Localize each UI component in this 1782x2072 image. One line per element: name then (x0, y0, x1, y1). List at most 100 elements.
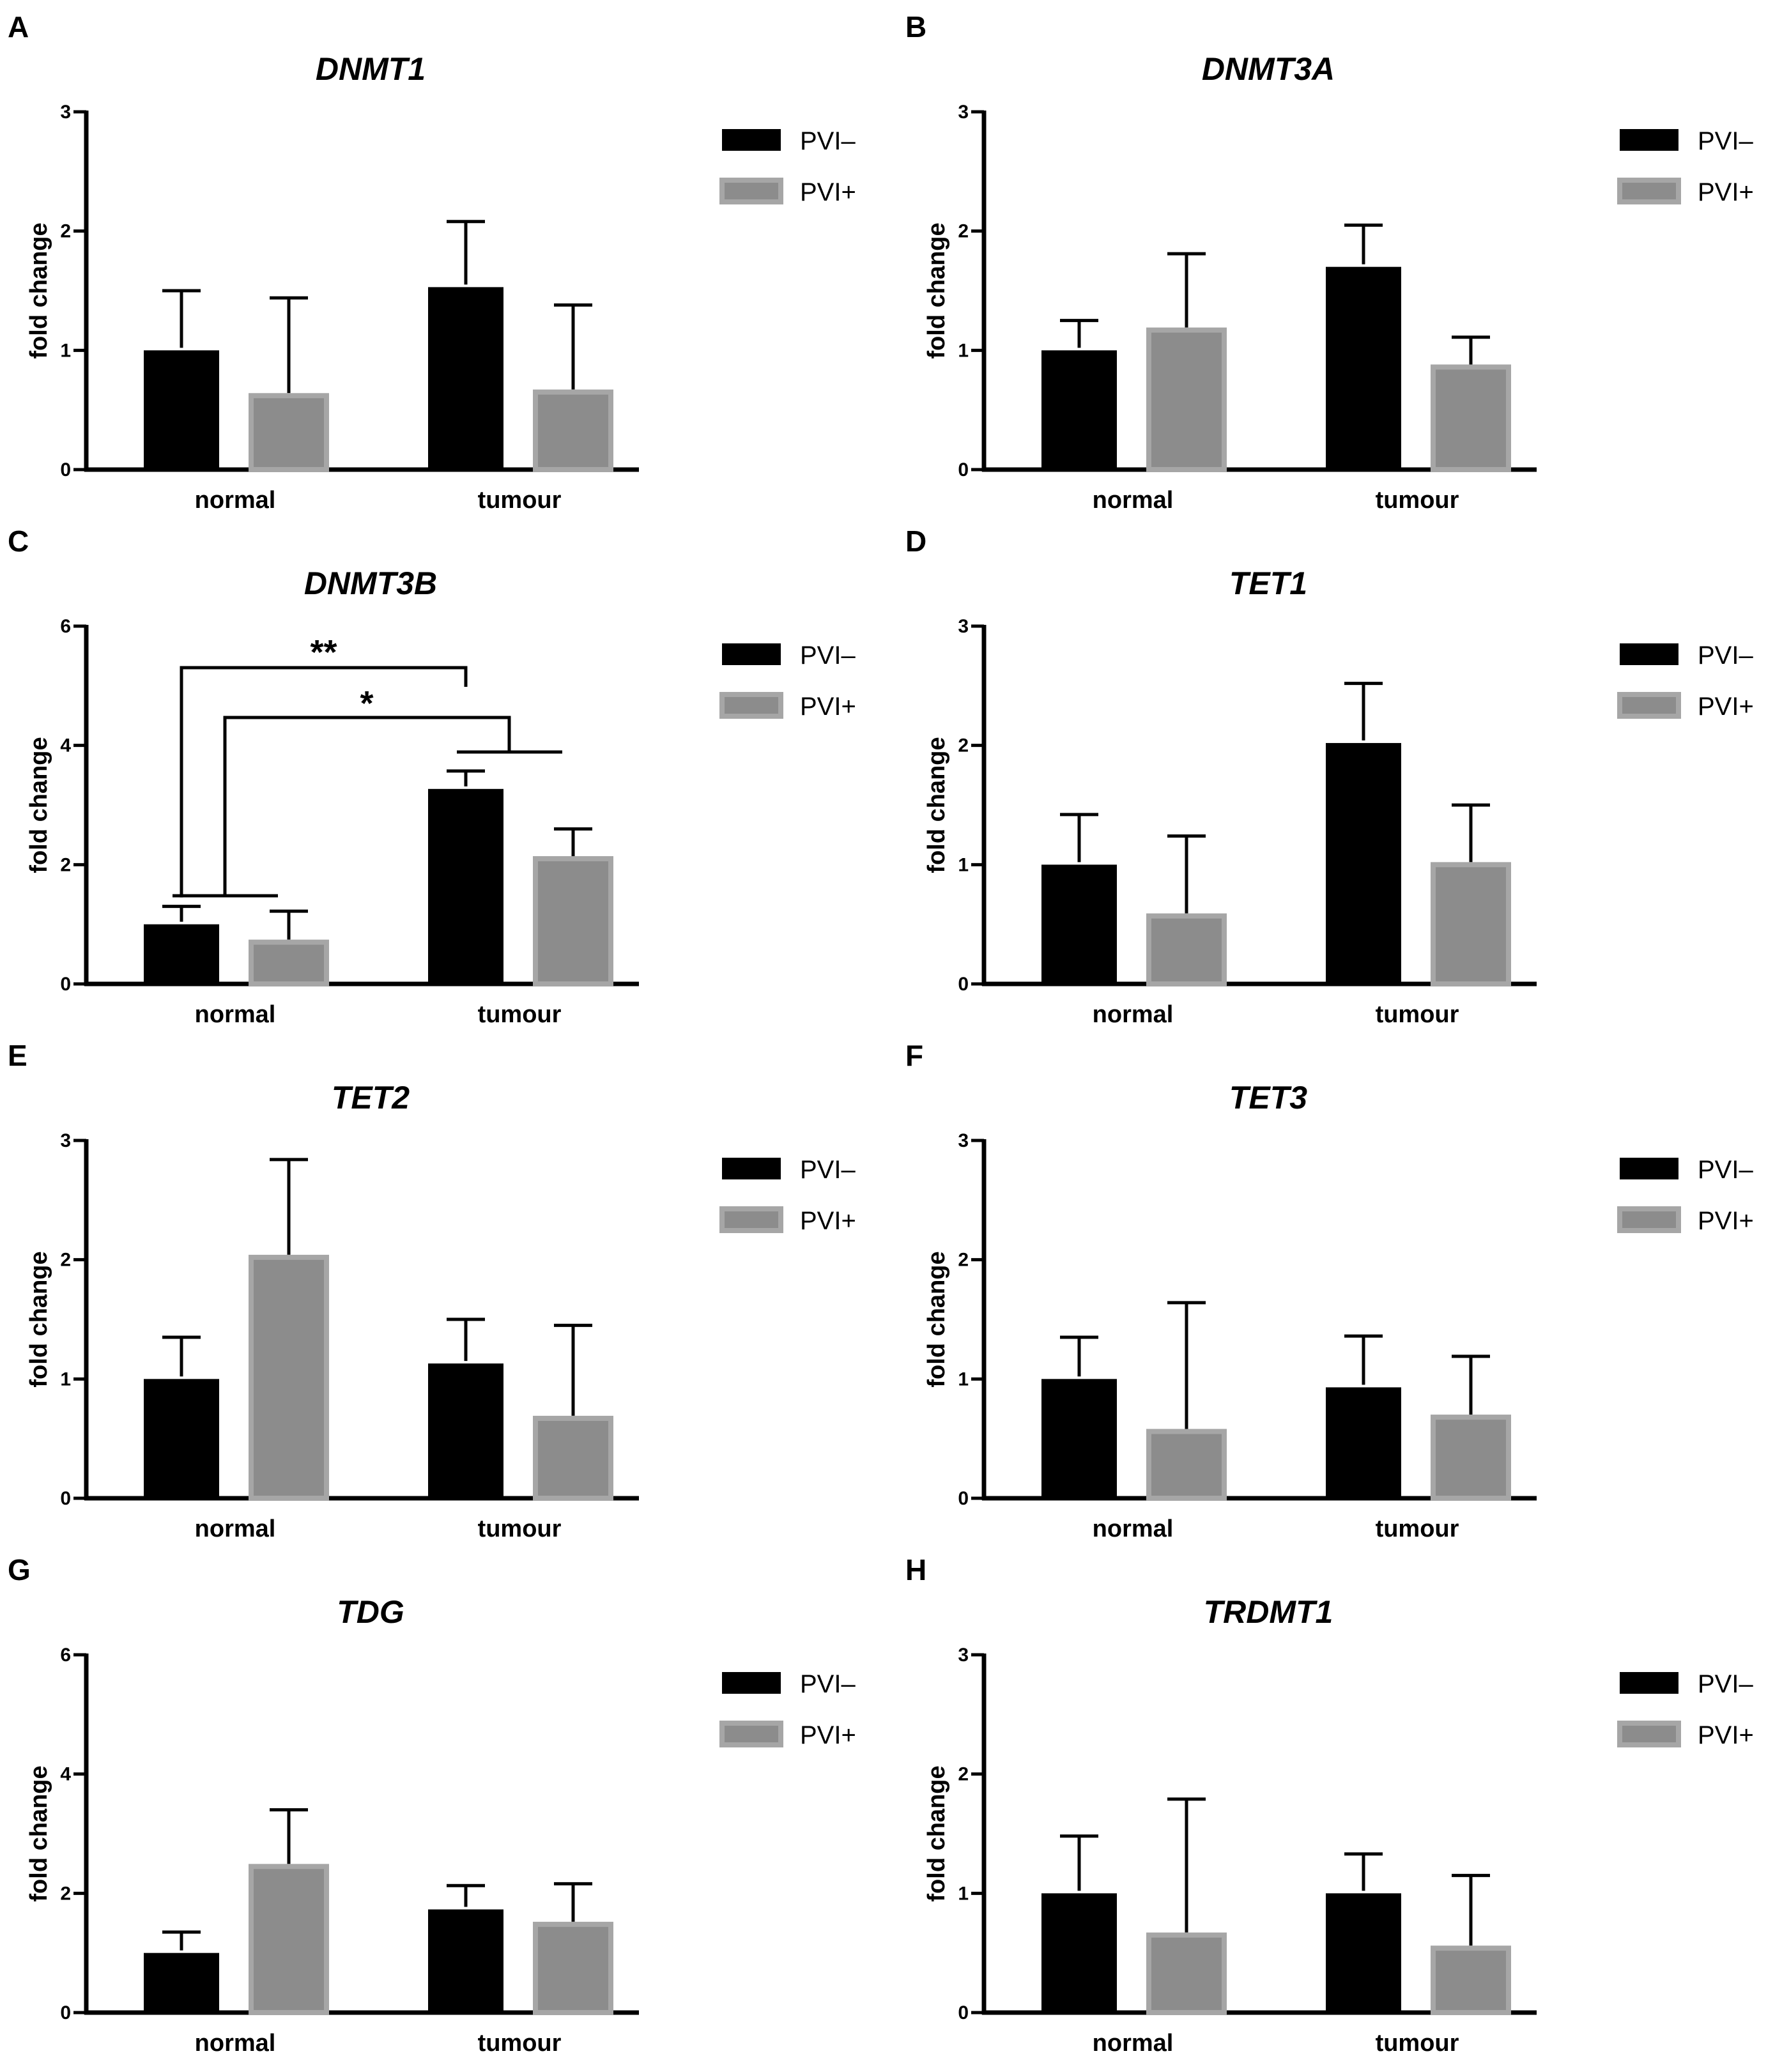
panel-b: B DNMT3A 0 1 2 3 fold change normal tumour PVI– PV… (898, 0, 1782, 514)
y-tick-label: 3 (958, 102, 969, 123)
legend-label: PVI– (1698, 641, 1753, 670)
category-label: tumour (1376, 2030, 1459, 2057)
y-tick-label: 2 (958, 735, 969, 756)
y-tick-label: 3 (958, 1130, 969, 1151)
chart-e: E TET2 0 1 2 3 fold change normal tumour PVI– PVI+ (8, 1039, 856, 1542)
y-tick-label: 0 (60, 1488, 71, 1509)
y-tick-label: 0 (60, 459, 71, 480)
bar-tumour-pvi-pos (1431, 862, 1511, 986)
y-tick-label: 2 (60, 1250, 71, 1271)
legend-swatch (722, 1158, 781, 1179)
y-tick-label: 0 (60, 2002, 71, 2023)
bar-normal-pvi-neg (1041, 1379, 1117, 1498)
chart-title: TET3 (1229, 1080, 1307, 1116)
y-tick-label: 2 (60, 221, 71, 242)
panel-f: F TET3 0 1 2 3 fold change normal tumour PVI– PVI+ (898, 1029, 1782, 1542)
category-label: tumour (478, 1001, 562, 1028)
bar-normal-pvi-neg (144, 924, 219, 984)
y-tick-label: 6 (60, 1645, 71, 1666)
bar-tumour-pvi-neg (1326, 742, 1401, 984)
chart-title: DNMT3B (304, 565, 437, 601)
bar-tumour-pvi-neg (428, 1363, 503, 1498)
bar-tumour-pvi-pos (1431, 364, 1511, 473)
legend-swatch (1617, 1721, 1681, 1747)
y-tick-label: 4 (60, 735, 71, 756)
category-label: normal (1093, 1516, 1174, 1542)
category-label: tumour (1376, 1516, 1459, 1542)
bar-normal-pvi-pos (249, 1864, 329, 2016)
y-tick-label: 0 (958, 459, 969, 480)
category-label: tumour (478, 2030, 562, 2057)
y-axis-label: fold change (26, 737, 52, 873)
bar-normal-pvi-neg (144, 350, 219, 470)
y-tick-label: 4 (60, 1764, 71, 1785)
y-tick-label: 3 (958, 1645, 969, 1666)
significance-label: ** (310, 633, 337, 671)
legend-label: PVI+ (1698, 1207, 1754, 1235)
chart-title: DNMT3A (1202, 51, 1335, 87)
bar-tumour-pvi-neg (428, 1909, 503, 2013)
legend-swatch (1620, 1672, 1678, 1694)
bar-tumour-pvi-pos (533, 1415, 613, 1501)
y-tick-label: 1 (958, 340, 969, 361)
y-tick-label: 1 (60, 340, 71, 361)
bar-normal-pvi-pos (1146, 327, 1227, 472)
legend-label: PVI– (800, 1156, 856, 1184)
legend-swatch (722, 129, 781, 151)
legend-swatch (722, 643, 781, 665)
y-tick-label: 2 (958, 221, 969, 242)
legend-swatch (719, 1721, 783, 1747)
panel-letter: A (8, 10, 29, 43)
bar-normal-pvi-neg (144, 1953, 219, 2013)
chart-b: B DNMT3A 0 1 2 3 fold change normal tumour PVI– PV… (905, 10, 1754, 514)
panel-letter: F (905, 1039, 923, 1072)
chart-g: G TDG 0 2 4 6 fold change normal tumour PVI– PVI+ (8, 1553, 856, 2057)
category-label: tumour (1376, 487, 1459, 514)
legend-swatch (1617, 1206, 1681, 1233)
category-label: tumour (478, 1516, 562, 1542)
y-tick-label: 3 (60, 102, 71, 123)
panel-letter: D (905, 525, 926, 558)
y-tick-label: 0 (60, 974, 71, 995)
category-label: normal (195, 1516, 276, 1542)
bar-normal-pvi-pos (1146, 1932, 1227, 2016)
panel-e: E TET2 0 1 2 3 fold change normal tumour PVI– PVI+ (0, 1029, 891, 1542)
chart-title: DNMT1 (316, 51, 426, 87)
y-tick-label: 2 (958, 1764, 969, 1785)
category-label: tumour (478, 487, 562, 514)
significance-bracket (180, 666, 468, 898)
panel-letter: H (905, 1553, 926, 1586)
legend-label: PVI– (1698, 127, 1753, 155)
panel-h: H TRDMT1 0 1 2 3 fold change normal tumour PVI– PV… (898, 1543, 1782, 2057)
category-label: normal (1093, 487, 1174, 514)
y-tick-label: 1 (958, 1883, 969, 1904)
y-axis-label: fold change (26, 1765, 52, 1901)
y-axis-label: fold change (26, 222, 52, 358)
bar-normal-pvi-pos (1146, 913, 1227, 986)
panel-letter: C (8, 525, 29, 558)
chart-f: F TET3 0 1 2 3 fold change normal tumour PVI– PVI+ (905, 1039, 1754, 1542)
panel-g: G TDG 0 2 4 6 fold change normal tumour PVI– PVI+ (0, 1543, 891, 2057)
bar-tumour-pvi-neg (428, 287, 503, 470)
panel-c: C DNMT3B 0 2 4 6 fold change normal tumour PVI– PV… (0, 514, 891, 1028)
chart-title: TDG (337, 1594, 404, 1630)
y-axis-label: fold change (923, 737, 950, 873)
y-tick-label: 3 (60, 1130, 71, 1151)
y-tick-label: 1 (60, 1369, 71, 1390)
bar-normal-pvi-pos (249, 939, 329, 987)
bar-tumour-pvi-pos (1431, 1415, 1511, 1501)
chart-a: A DNMT1 0 1 2 3 fold change normal tumour PVI– PVI… (8, 10, 856, 514)
bar-tumour-pvi-neg (1326, 1893, 1401, 2013)
y-tick-label: 0 (958, 2002, 969, 2023)
bar-tumour-pvi-pos (533, 1921, 613, 2015)
bar-tumour-pvi-neg (1326, 266, 1401, 470)
y-axis-label: fold change (923, 222, 950, 358)
y-tick-label: 1 (958, 1369, 969, 1390)
legend-label: PVI+ (1698, 1721, 1754, 1749)
panel-letter: G (8, 1553, 31, 1586)
legend-swatch (722, 1672, 781, 1694)
y-tick-label: 2 (60, 854, 71, 875)
bar-normal-pvi-neg (1041, 1893, 1117, 2013)
y-tick-label: 2 (958, 1250, 969, 1271)
